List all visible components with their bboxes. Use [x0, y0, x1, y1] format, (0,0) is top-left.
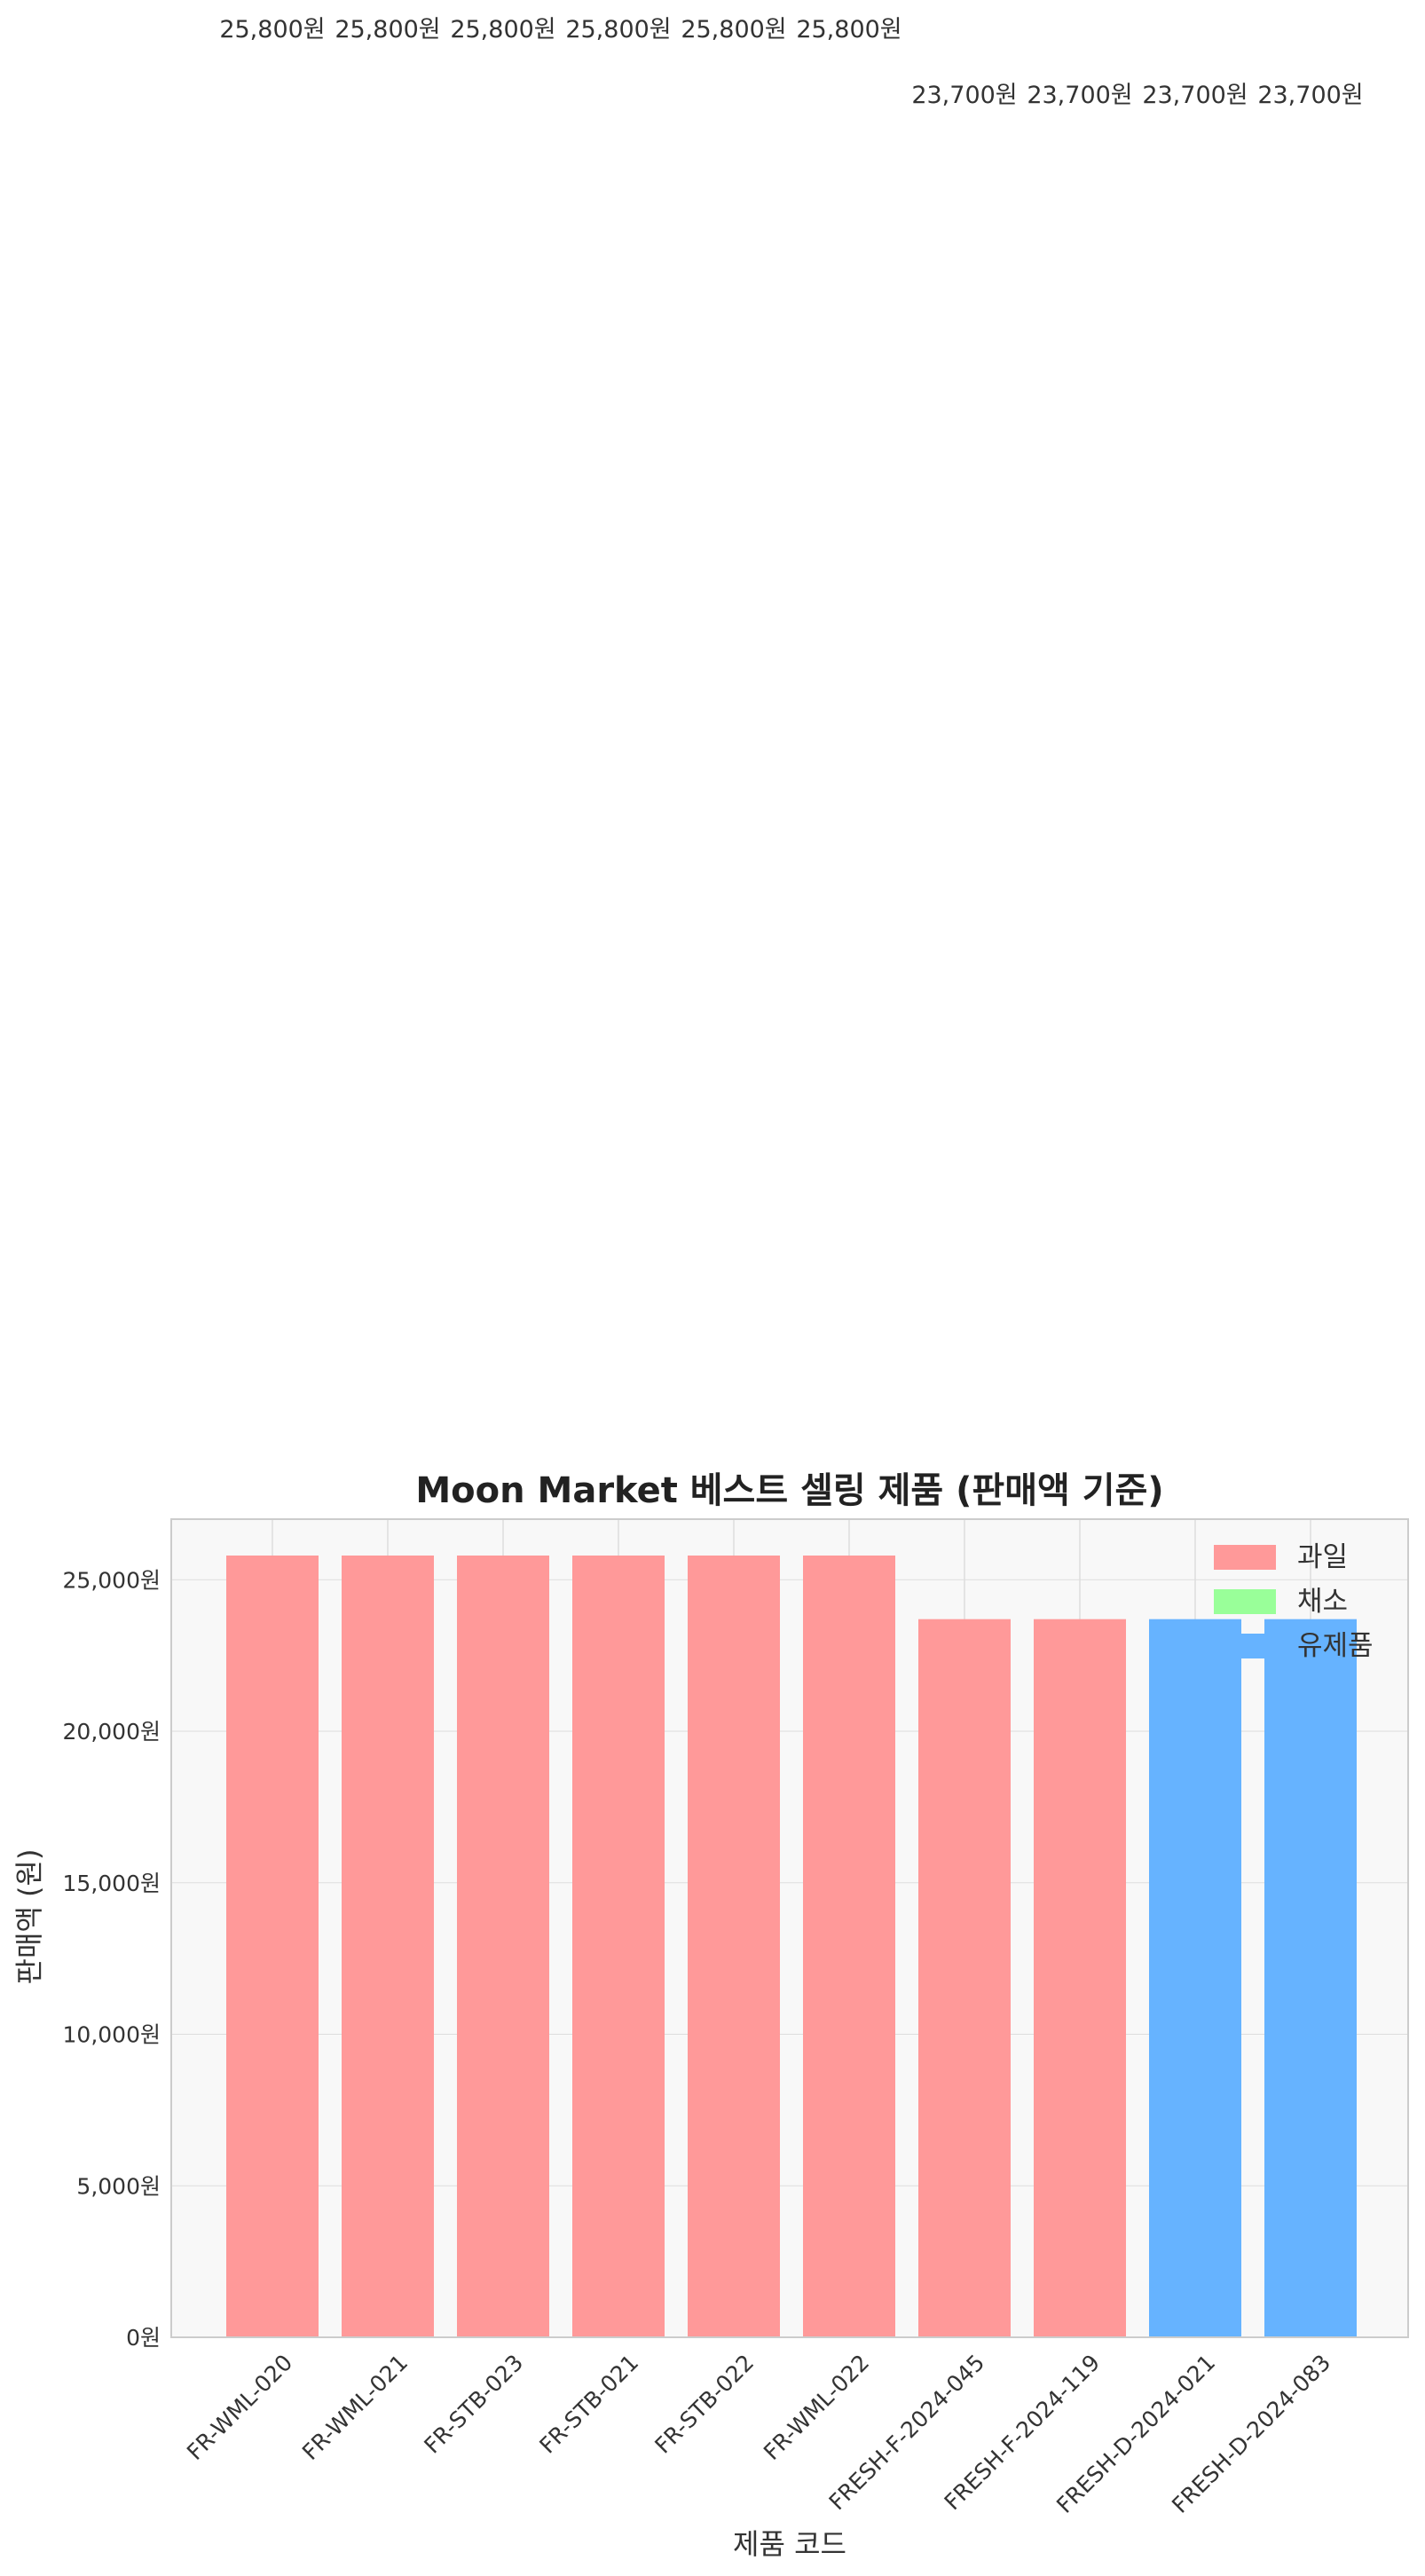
- bar: [342, 1555, 434, 2337]
- y-tick-label: 5,000원: [76, 2173, 161, 2199]
- legend-label: 채소: [1297, 1586, 1348, 1618]
- bar: [457, 1555, 549, 2337]
- x-tick-labels: FR-WML-020 FR-WML-021 FR-STB-023 FR-STB-021…: [182, 2350, 1335, 2518]
- y-tick-label: 20,000원: [63, 1719, 161, 1745]
- y-tick-label: 25,000원: [63, 1567, 161, 1593]
- y-tick-label: 0원: [126, 2325, 161, 2351]
- data-label: 23,700원: [1257, 82, 1363, 109]
- data-label: 23,700원: [1027, 82, 1132, 109]
- y-tick-label: 15,000원: [63, 1871, 161, 1896]
- x-tick-label: FR-STB-022: [650, 2350, 759, 2459]
- y-tick-labels: 0원 5,000원 10,000원 15,000원 20,000원 25,000원: [63, 1567, 161, 2351]
- bar: [803, 1555, 895, 2337]
- legend-swatch: [1214, 1545, 1276, 1570]
- bar: [918, 1619, 1011, 2337]
- y-tick-label: 10,000원: [63, 2022, 161, 2048]
- data-label: 25,800원: [565, 16, 671, 43]
- plot-frame: [170, 1518, 1409, 2338]
- bars-layer: [226, 1555, 1357, 2337]
- x-tick-label: FR-WML-020: [182, 2350, 297, 2465]
- y-axis-label: 판매액 (원): [12, 1849, 46, 1985]
- legend-swatch: [1214, 1634, 1276, 1658]
- bar: [1264, 1619, 1357, 2337]
- x-tick-label: FR-WML-021: [297, 2350, 413, 2465]
- x-tick-label: FR-STB-021: [534, 2350, 643, 2459]
- bar: [572, 1555, 665, 2337]
- bar: [1149, 1619, 1241, 2337]
- data-label: 25,800원: [681, 16, 786, 43]
- data-label: 25,800원: [796, 16, 901, 43]
- legend-label: 과일: [1297, 1541, 1348, 1573]
- data-label: 25,800원: [335, 16, 440, 43]
- bar: [688, 1555, 780, 2337]
- data-label: 23,700원: [911, 82, 1017, 109]
- chart-title: Moon Market 베스트 셀링 제품 (판매액 기준): [415, 1470, 1163, 1511]
- data-label: 25,800원: [219, 16, 325, 43]
- data-label: 23,700원: [1142, 82, 1248, 109]
- x-axis-label: 제품 코드: [733, 2527, 846, 2561]
- data-labels: 25,800원 25,800원 25,800원 25,800원 25,800원 25,80…: [219, 16, 1363, 109]
- bar: [226, 1555, 319, 2337]
- bar: [1034, 1619, 1126, 2337]
- legend-label: 유제품: [1297, 1630, 1374, 1662]
- data-label: 25,800원: [450, 16, 555, 43]
- legend-swatch: [1214, 1589, 1276, 1614]
- x-tick-label: FR-STB-023: [419, 2350, 528, 2459]
- x-tick-label: FR-WML-022: [759, 2350, 874, 2465]
